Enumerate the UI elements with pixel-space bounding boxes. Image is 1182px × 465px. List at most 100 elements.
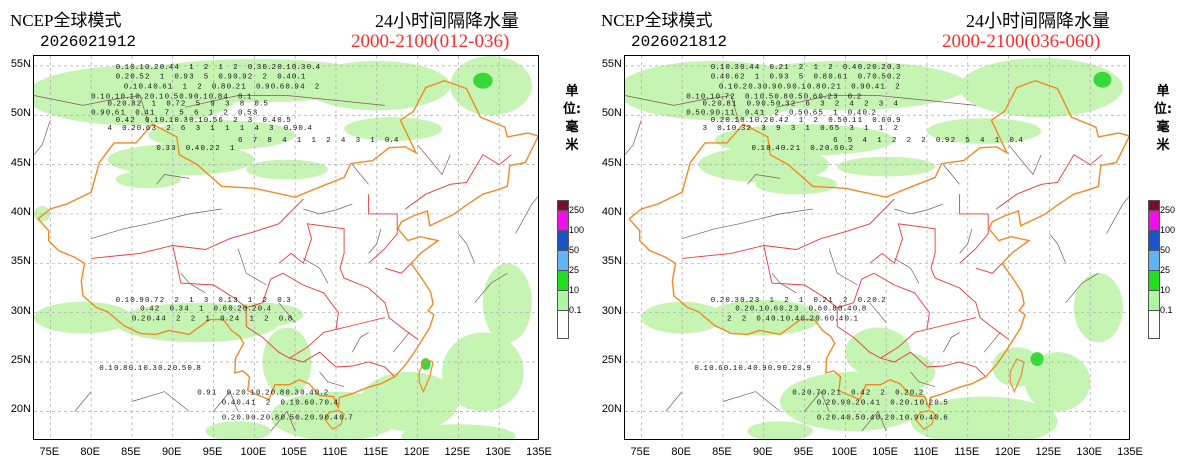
lat-tick-label: 50N bbox=[601, 107, 622, 120]
lat-tick-label: 50N bbox=[10, 107, 31, 120]
lon-tick-label: 130E bbox=[485, 446, 512, 458]
value-label: 1 bbox=[150, 109, 155, 117]
precip-area-heavy bbox=[1030, 352, 1044, 366]
value-label: 0.2 bbox=[781, 145, 795, 153]
value-label: 0.8 bbox=[814, 74, 828, 82]
value-label: 0.1 bbox=[711, 64, 725, 72]
value-label: 2 bbox=[263, 74, 268, 82]
value-label: 0.2 bbox=[734, 84, 748, 92]
value-label: 0.8 bbox=[823, 306, 837, 314]
value-label: 0.1 bbox=[771, 316, 785, 324]
legend-level-label: 100 bbox=[1160, 225, 1176, 235]
value-label: 1 bbox=[370, 137, 375, 145]
lat-tick-label: 35N bbox=[10, 255, 31, 268]
value-label: 0.2 bbox=[887, 74, 901, 82]
province-boundary bbox=[959, 194, 989, 264]
value-label: 2 bbox=[181, 100, 186, 108]
value-label: 0.1 bbox=[686, 94, 700, 102]
legend-level-label: 100 bbox=[569, 225, 585, 235]
minor-boundary bbox=[368, 228, 382, 254]
value-label: 2 bbox=[166, 125, 171, 133]
value-label: 2 bbox=[223, 109, 228, 117]
value-label: 0.5 bbox=[165, 94, 179, 102]
value-label: 6 bbox=[218, 117, 223, 125]
value-label: 2 bbox=[730, 94, 735, 102]
precip-map: 0.1 0.3 0.4 4 0.2 1 2 1 2 0.4 0.2 0.2 0.3 0.4 0.6 2 1 0.9… bbox=[624, 55, 1130, 440]
legend-level-label: 10 bbox=[1160, 285, 1171, 295]
value-label: 0.3 bbox=[248, 64, 262, 72]
value-label: 2 bbox=[727, 316, 732, 324]
value-label: 9 bbox=[776, 125, 781, 133]
value-label: 0.9 bbox=[256, 84, 270, 92]
value-label: 0.9 bbox=[179, 94, 193, 102]
unit-label: 单位:毫米 bbox=[1153, 84, 1173, 153]
value-label: 1 bbox=[799, 297, 804, 305]
taiwan-outline bbox=[1009, 358, 1025, 394]
value-label: 0.5 bbox=[238, 109, 252, 117]
value-label: 3 bbox=[761, 125, 766, 133]
value-label: 0.4 bbox=[740, 64, 754, 72]
value-label: 0.5 bbox=[828, 117, 842, 125]
value-label: 2 bbox=[160, 297, 165, 305]
value-label: 0.9 bbox=[753, 365, 767, 373]
province-boundary bbox=[343, 277, 418, 340]
value-label: 0.9 bbox=[936, 137, 950, 145]
value-label: 7 bbox=[165, 109, 170, 117]
value-label: 0.4 bbox=[222, 400, 236, 408]
value-label: 0.6 bbox=[295, 400, 309, 408]
value-label: 4 bbox=[341, 137, 346, 145]
province-boundary bbox=[869, 223, 936, 279]
minor-boundary bbox=[278, 302, 296, 323]
value-label: 1 bbox=[240, 125, 245, 133]
value-label: 1 bbox=[995, 137, 1000, 145]
legend-level-label: 250 bbox=[569, 205, 585, 215]
value-label: 2 bbox=[176, 316, 181, 324]
value-label: 0.8 bbox=[122, 100, 136, 108]
value-label: 0.4 bbox=[160, 64, 174, 72]
lon-tick-label: 100E bbox=[831, 446, 858, 458]
value-label: 1 bbox=[218, 64, 223, 72]
value-label: 0.2 bbox=[295, 414, 309, 422]
legend-level-label: 50 bbox=[1160, 245, 1171, 255]
value-label: 0.9 bbox=[197, 390, 211, 398]
value-label: 3 bbox=[703, 125, 708, 133]
run-time: 2026021912 bbox=[40, 33, 137, 51]
value-label: 0.2 bbox=[116, 74, 130, 82]
value-label: 0.2 bbox=[145, 64, 159, 72]
value-label: 1 bbox=[836, 84, 841, 92]
product-title: 24小时间隔降水量 bbox=[966, 11, 1110, 31]
value-label: 1 bbox=[784, 64, 789, 72]
value-label: 2 bbox=[145, 74, 150, 82]
province-boundary bbox=[245, 284, 339, 359]
value-label: 0.4 bbox=[830, 316, 844, 324]
precip-area-light bbox=[641, 301, 723, 334]
value-label: 0.8 bbox=[271, 390, 285, 398]
model-name: NCEP全球模式 bbox=[601, 11, 713, 30]
value-label: 1 bbox=[189, 64, 194, 72]
lat-tick-label: 40N bbox=[601, 205, 622, 218]
legend-swatch bbox=[557, 230, 569, 252]
value-label: 0.2 bbox=[158, 365, 172, 373]
value-label: 3 bbox=[233, 297, 238, 305]
province-boundary bbox=[975, 262, 1003, 274]
legend-level-label: 25 bbox=[569, 265, 580, 275]
value-label: 0.4 bbox=[325, 400, 339, 408]
value-label: 5 bbox=[965, 137, 970, 145]
value-label: 5 bbox=[196, 100, 201, 108]
value-label: 2 bbox=[880, 390, 885, 398]
value-label: 0.7 bbox=[858, 74, 872, 82]
value-label: 0.6 bbox=[804, 109, 818, 117]
value-label: 1 bbox=[843, 74, 848, 82]
value-label: 3 bbox=[784, 74, 789, 82]
precip-area-light bbox=[401, 424, 516, 439]
value-label: 2 bbox=[951, 137, 956, 145]
legend-level-label: 50 bbox=[569, 245, 580, 255]
value-label: 5 bbox=[799, 74, 804, 82]
value-label: 0.9 bbox=[778, 84, 792, 92]
value-label: 0.2 bbox=[220, 316, 234, 324]
lat-tick-label: 30N bbox=[601, 304, 622, 317]
province-boundary bbox=[384, 262, 412, 274]
value-label: 3 bbox=[755, 297, 760, 305]
value-label: 0.5 bbox=[760, 94, 774, 102]
value-label: 0.1 bbox=[124, 84, 138, 92]
